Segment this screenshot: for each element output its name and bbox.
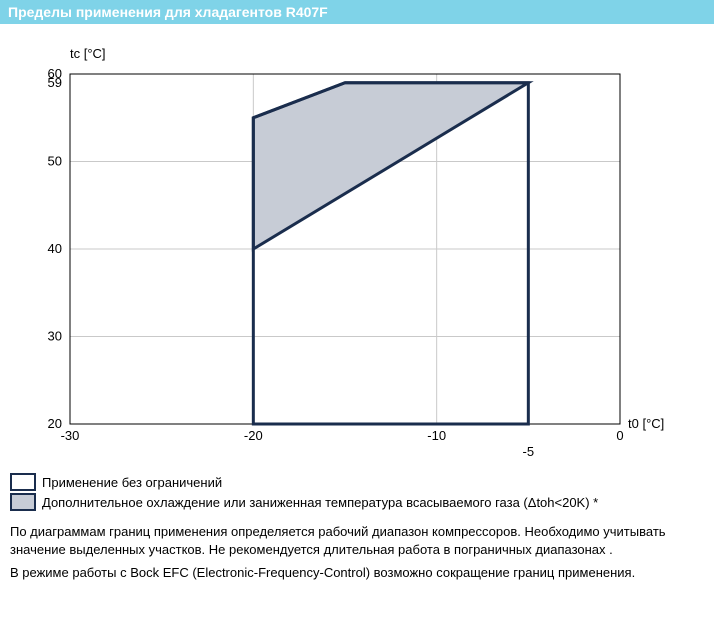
svg-text:0: 0	[616, 428, 623, 443]
application-limits-chart: tc [°C]203040505960-30-20-100-5t0 [°C]	[10, 34, 690, 464]
legend-item: Дополнительное охлаждение или заниженная…	[10, 493, 704, 511]
svg-text:tc [°C]: tc [°C]	[70, 46, 106, 61]
note-paragraph: В режиме работы с Bock EFC (Electronic-F…	[10, 564, 704, 582]
svg-text:t0 [°C]: t0 [°C]	[628, 416, 664, 431]
legend-swatch	[10, 493, 36, 511]
notes: По диаграммам границ применения определя…	[0, 513, 714, 598]
chart-container: tc [°C]203040505960-30-20-100-5t0 [°C]	[0, 24, 714, 467]
svg-text:-20: -20	[244, 428, 263, 443]
svg-text:40: 40	[48, 241, 62, 256]
section-title: Пределы применения для хладагентов R407F	[8, 4, 328, 20]
svg-text:-10: -10	[427, 428, 446, 443]
svg-text:-5: -5	[523, 444, 535, 459]
note-paragraph: По диаграммам границ применения определя…	[10, 523, 704, 558]
legend-item: Применение без ограничений	[10, 473, 704, 491]
svg-text:-30: -30	[61, 428, 80, 443]
legend: Применение без ограничений Дополнительно…	[0, 467, 714, 511]
svg-text:60: 60	[48, 66, 62, 81]
svg-text:30: 30	[48, 329, 62, 344]
legend-label: Применение без ограничений	[42, 475, 222, 490]
legend-label: Дополнительное охлаждение или заниженная…	[42, 495, 598, 510]
section-header: Пределы применения для хладагентов R407F	[0, 0, 714, 24]
svg-text:50: 50	[48, 154, 62, 169]
legend-swatch	[10, 473, 36, 491]
